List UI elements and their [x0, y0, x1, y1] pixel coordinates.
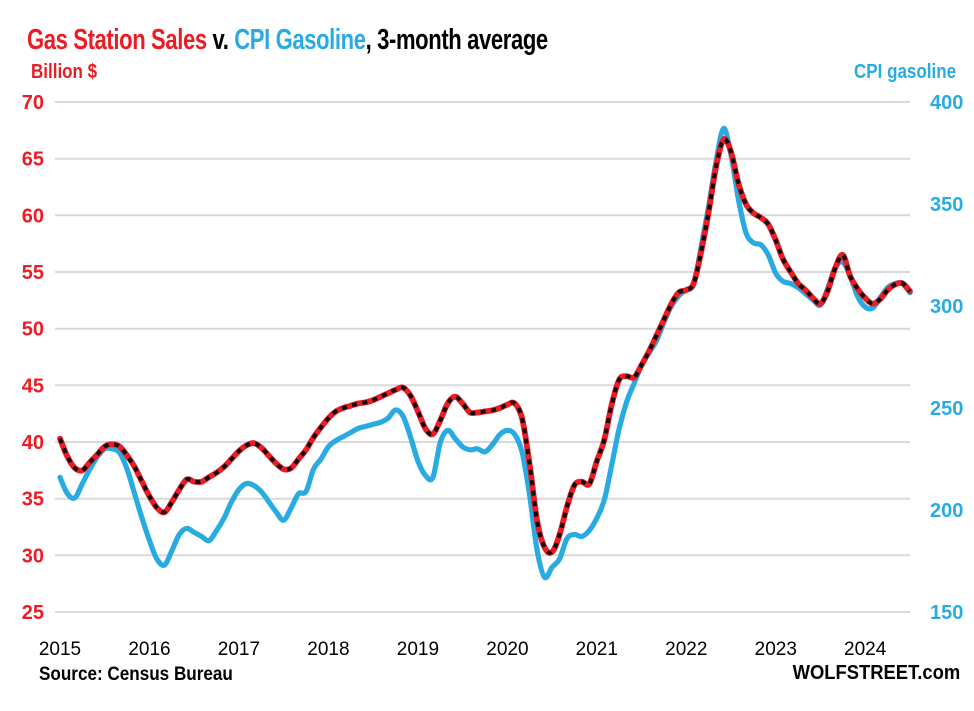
left-axis-title: Billion $ — [31, 61, 98, 83]
left-tick-label: 45 — [22, 375, 44, 397]
chart-title-suffix: , 3-month average — [365, 24, 549, 56]
left-tick-label: 40 — [22, 432, 44, 454]
left-tick-label: 70 — [22, 92, 44, 114]
year-tick-label: 2020 — [486, 639, 528, 660]
year-tick-label: 2022 — [665, 639, 707, 660]
brand-wordmark: WOLFSTREET.com — [792, 662, 960, 684]
right-tick-label: 350 — [930, 194, 963, 216]
right-tick-label: 200 — [930, 500, 963, 522]
right-tick-label: 400 — [930, 92, 963, 114]
left-tick-label: 60 — [22, 205, 44, 227]
year-tick-label: 2024 — [844, 639, 887, 660]
chart-title-cpi: CPI Gasoline — [234, 24, 366, 56]
cpi-gasoline-line — [57, 125, 913, 581]
chart-title: Gas Station Sales v. CPI Gasoline, 3-mon… — [27, 24, 548, 57]
right-axis-title: CPI gasoline — [853, 61, 956, 83]
left-tick-label: 65 — [22, 149, 44, 171]
right-tick-label: 150 — [930, 602, 963, 624]
chart-title-sales: Gas Station Sales — [27, 24, 207, 56]
gas-sales-dash-overlay — [58, 136, 912, 555]
year-tick-label: 2023 — [755, 639, 797, 660]
left-tick-label: 35 — [22, 489, 44, 511]
right-tick-label: 300 — [930, 296, 963, 318]
year-tick-label: 2015 — [39, 639, 81, 660]
left-tick-label: 25 — [22, 602, 44, 624]
year-tick-label: 2017 — [218, 639, 260, 660]
left-tick-label: 50 — [22, 319, 44, 341]
gas-sales-line — [57, 136, 913, 556]
year-tick-label: 2019 — [397, 639, 439, 660]
year-tick-label: 2018 — [307, 639, 349, 660]
chart-title-vs: v. — [206, 24, 235, 56]
left-tick-label: 30 — [22, 545, 44, 567]
left-tick-label: 55 — [22, 262, 44, 284]
right-tick-label: 250 — [930, 398, 963, 420]
source-note: Source: Census Bureau — [39, 664, 233, 685]
year-tick-label: 2021 — [576, 639, 618, 660]
year-tick-label: 2016 — [128, 639, 170, 660]
